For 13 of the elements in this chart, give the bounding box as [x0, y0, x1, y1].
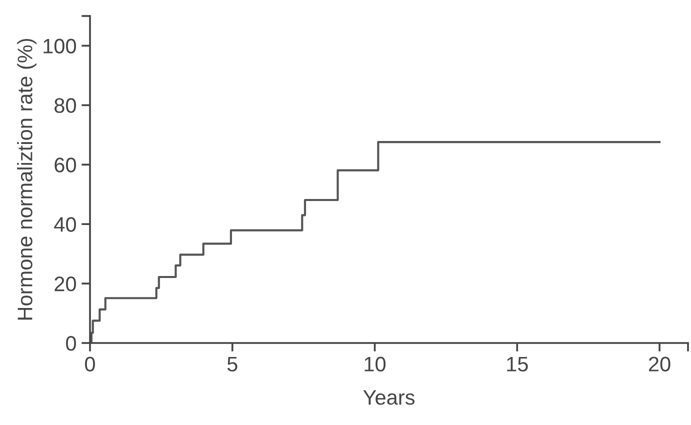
y-tick-label: 60 — [54, 158, 76, 172]
y-tick-label: 100 — [44, 38, 76, 54]
x-tick-label: 15 — [507, 356, 528, 372]
x-tick-label: 10 — [364, 356, 386, 372]
y-tick-label: 20 — [54, 276, 76, 292]
y-axis-title: Hormone normaliztion rate (%) — [17, 38, 36, 320]
y-tick-label: 0 — [66, 336, 76, 351]
x-tick-label: 20 — [648, 356, 670, 372]
x-tick-label: 0 — [85, 356, 95, 372]
x-tick-label: 5 — [227, 356, 238, 372]
y-tick-label: 40 — [54, 217, 76, 232]
x-axis-title: Years — [363, 390, 415, 405]
y-tick-label: 80 — [54, 98, 76, 113]
